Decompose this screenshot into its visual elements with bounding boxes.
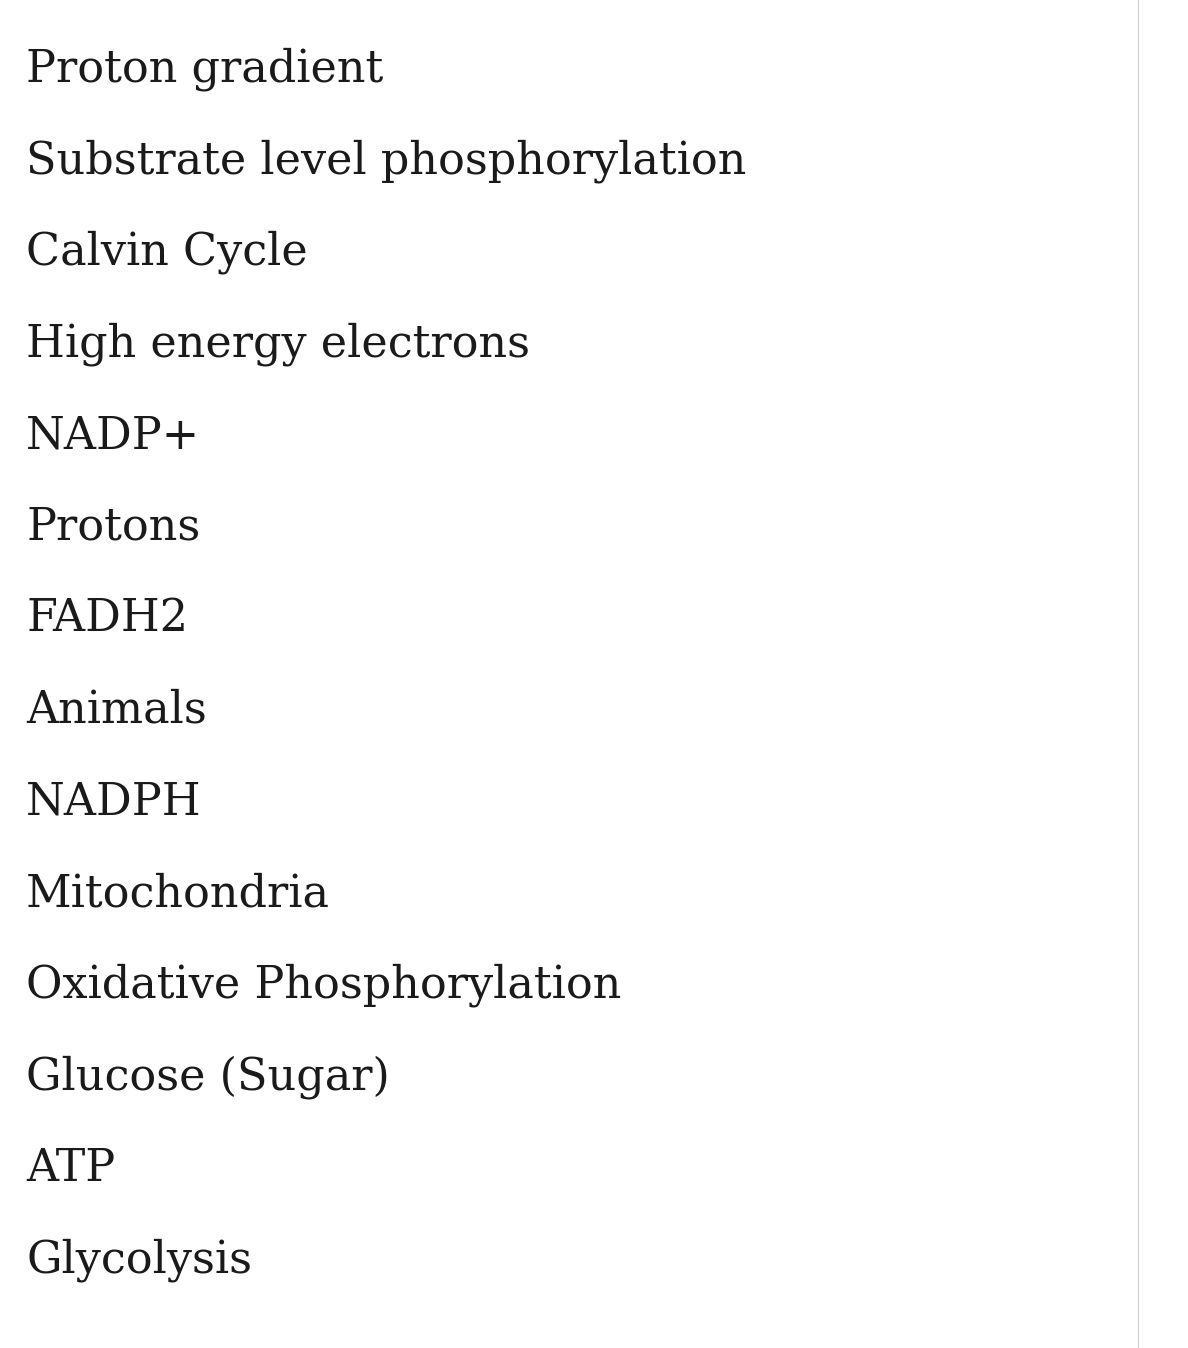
Text: Animals: Animals xyxy=(26,689,207,732)
Text: Calvin Cycle: Calvin Cycle xyxy=(26,231,308,274)
Text: ATP: ATP xyxy=(26,1147,115,1190)
Text: Proton gradient: Proton gradient xyxy=(26,47,384,90)
Text: Glucose (Sugar): Glucose (Sugar) xyxy=(26,1055,390,1099)
Text: NADP+: NADP+ xyxy=(26,414,201,457)
Text: FADH2: FADH2 xyxy=(26,597,188,640)
Text: Protons: Protons xyxy=(26,506,201,549)
Text: Substrate level phosphorylation: Substrate level phosphorylation xyxy=(26,139,746,182)
Text: High energy electrons: High energy electrons xyxy=(26,322,530,365)
Text: Oxidative Phosphorylation: Oxidative Phosphorylation xyxy=(26,964,621,1007)
Text: Glycolysis: Glycolysis xyxy=(26,1239,252,1282)
Text: Mitochondria: Mitochondria xyxy=(26,872,330,915)
Text: NADPH: NADPH xyxy=(26,780,202,824)
